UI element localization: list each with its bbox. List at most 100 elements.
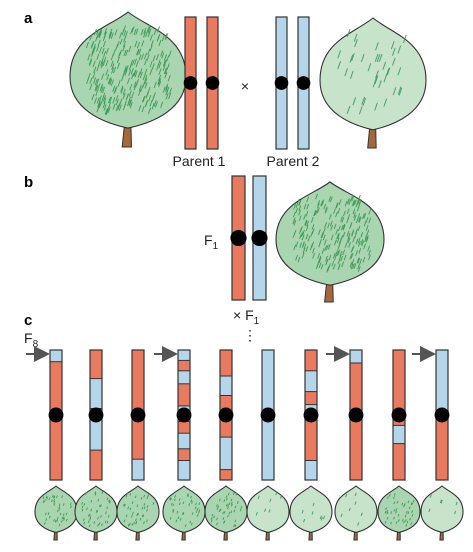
f8-chromosome-2 <box>88 349 104 481</box>
red-segment <box>132 350 144 460</box>
f8-chromosome-5 <box>218 349 234 481</box>
centromere <box>434 407 450 423</box>
red-segment <box>305 391 317 405</box>
f1-chromosome-pair <box>230 175 268 301</box>
parent1-chromosome-right <box>205 16 220 150</box>
leaf-blade <box>116 485 160 534</box>
panel-a-parents: × Parent 1 Parent 2 <box>69 11 427 169</box>
centromere <box>88 407 104 423</box>
f8-leaf-row <box>34 485 464 541</box>
panel-b-f1: F1 × F1 ⋮ <box>204 175 385 343</box>
blue-segment <box>305 460 317 480</box>
blue-segment <box>305 370 317 392</box>
f8-chromosome-7 <box>303 349 319 481</box>
parent1-label: Parent 1 <box>173 153 226 169</box>
leaf-blade <box>275 181 385 286</box>
centromere <box>218 407 234 423</box>
blue-segment <box>350 350 362 363</box>
centromere <box>348 407 364 423</box>
red-segment <box>305 350 317 371</box>
panel-c-f8: F8 <box>24 330 464 541</box>
parent1-chromosome-left <box>183 16 198 150</box>
f8-chromosome-6 <box>260 349 276 481</box>
panel-label-b: b <box>24 174 33 191</box>
blue-segment <box>178 350 190 361</box>
red-segment <box>220 469 232 480</box>
red-segment <box>393 350 405 426</box>
leaf-blade <box>69 11 187 129</box>
continuation-dots: ⋮ <box>243 327 257 343</box>
red-segment <box>220 350 232 376</box>
f8-chromosome-4 <box>176 349 192 481</box>
red-segment <box>178 383 190 406</box>
centromere <box>176 407 192 423</box>
blue-segment <box>178 433 190 449</box>
red-segment <box>178 421 190 434</box>
hairy-leaf <box>69 11 187 148</box>
blue-segment <box>436 350 448 418</box>
f8-leaf-9 <box>377 485 421 541</box>
centromere <box>251 229 268 247</box>
red-segment <box>90 350 102 379</box>
red-segment <box>178 360 190 371</box>
red-segment <box>436 417 448 480</box>
centromere <box>130 407 146 423</box>
parent1-hairy-leaf <box>69 11 187 148</box>
centromere <box>230 229 247 247</box>
leaf-blade <box>246 485 290 534</box>
centromere <box>260 407 276 423</box>
f8-leaf-6 <box>246 485 290 541</box>
centromere <box>391 407 407 423</box>
leaf-blade <box>74 485 118 534</box>
red-segment <box>178 448 190 461</box>
leaf-blade <box>377 485 421 534</box>
centromere <box>48 407 64 423</box>
centromere <box>303 407 319 423</box>
f1-hairy-leaf <box>275 181 385 303</box>
leaf-blade <box>334 485 378 534</box>
parent2-chromosome-right <box>296 16 311 150</box>
centromere <box>183 76 198 90</box>
red-segment <box>393 443 405 480</box>
parent2-chromosome-pair <box>274 16 311 150</box>
f8-chromosome-8 <box>348 349 364 481</box>
blue-segment <box>220 376 232 396</box>
cross-symbol: × <box>241 78 249 94</box>
leaf-blade <box>204 485 248 534</box>
blue-segment <box>178 370 190 384</box>
f8-leaf-3 <box>116 485 160 541</box>
backcross-label: × F1 <box>233 307 260 327</box>
f8-chromosome-1 <box>48 349 64 481</box>
blue-segment <box>220 437 232 470</box>
parent2-smooth-leaf <box>319 17 427 149</box>
f8-leaf-2 <box>74 485 118 541</box>
f8-chromosome-10 <box>434 349 450 481</box>
blue-segment <box>50 350 62 362</box>
centromere <box>205 76 220 90</box>
panel-label-a: a <box>24 10 33 27</box>
blue-segment <box>90 417 102 451</box>
leaf-blade <box>420 485 464 534</box>
leaf-blade <box>34 485 78 534</box>
f1-chromosome-blue <box>251 175 268 301</box>
blue-segment <box>178 460 190 480</box>
f8-leaf-7 <box>289 485 333 541</box>
f8-leaf-8 <box>334 485 378 541</box>
f8-chromosome-9 <box>391 349 407 481</box>
leaf-blade <box>162 485 206 534</box>
leaf-blade <box>289 485 333 534</box>
leaf-blade <box>319 17 427 131</box>
red-segment <box>305 412 317 461</box>
blue-segment <box>90 378 102 409</box>
f8-leaf-5 <box>204 485 248 541</box>
f1-leaf <box>275 181 385 303</box>
smooth-leaf <box>319 17 427 149</box>
parent1-chromosome-pair <box>183 16 220 150</box>
parent2-chromosome-left <box>274 16 289 150</box>
blue-segment <box>393 425 405 444</box>
f8-leaf-1 <box>34 485 78 541</box>
blue-segment <box>132 459 144 480</box>
f1-label: F1 <box>204 232 219 252</box>
parent2-label: Parent 2 <box>267 153 320 169</box>
